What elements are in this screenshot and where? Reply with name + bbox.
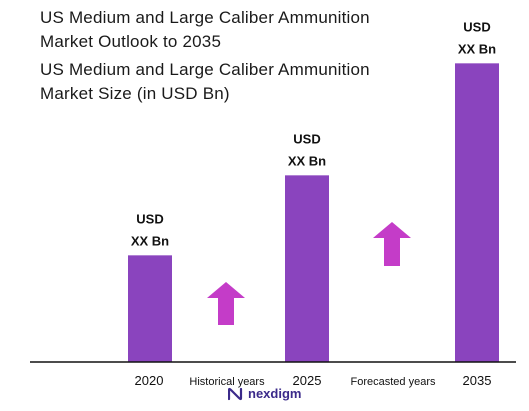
bar-value-label-2035-1: USD xyxy=(463,19,490,34)
growth-arrow-up-icon-forecast xyxy=(373,222,411,266)
nexdigm-logo-icon xyxy=(228,387,243,400)
period-label-2: Forecasted years xyxy=(351,376,436,388)
x-tick-label-2035: 2035 xyxy=(463,373,492,388)
x-tick-label-2025: 2025 xyxy=(293,373,322,388)
chart-title-line-2: Market Outlook to 2035 xyxy=(40,32,222,51)
bar-2020 xyxy=(128,255,172,362)
chart-subtitle-line-2: Market Size (in USD Bn) xyxy=(40,84,230,103)
chart-title-line-1: US Medium and Large Caliber Ammunition xyxy=(40,8,370,27)
bar-value-label-2025-2: XX Bn xyxy=(288,153,326,168)
bar-value-label-2020-2: XX Bn xyxy=(131,233,169,248)
growth-arrow-up-icon-historical xyxy=(207,282,245,325)
period-label-1: Historical years xyxy=(189,376,265,388)
bar-value-label-2020-1: USD xyxy=(136,211,163,226)
x-tick-label-2020: 2020 xyxy=(135,373,164,388)
nexdigm-logo: nexdigm xyxy=(228,386,301,401)
chart-title-block: US Medium and Large Caliber Ammunition M… xyxy=(40,6,370,106)
chart-subtitle-line-1: US Medium and Large Caliber Ammunition xyxy=(40,60,370,79)
bar-2035 xyxy=(455,63,499,362)
bar-value-label-2035-2: XX Bn xyxy=(458,41,496,56)
bar-value-label-2025-1: USD xyxy=(293,131,320,146)
bar-2025 xyxy=(285,175,329,362)
logo-text: nexdigm xyxy=(248,386,302,401)
